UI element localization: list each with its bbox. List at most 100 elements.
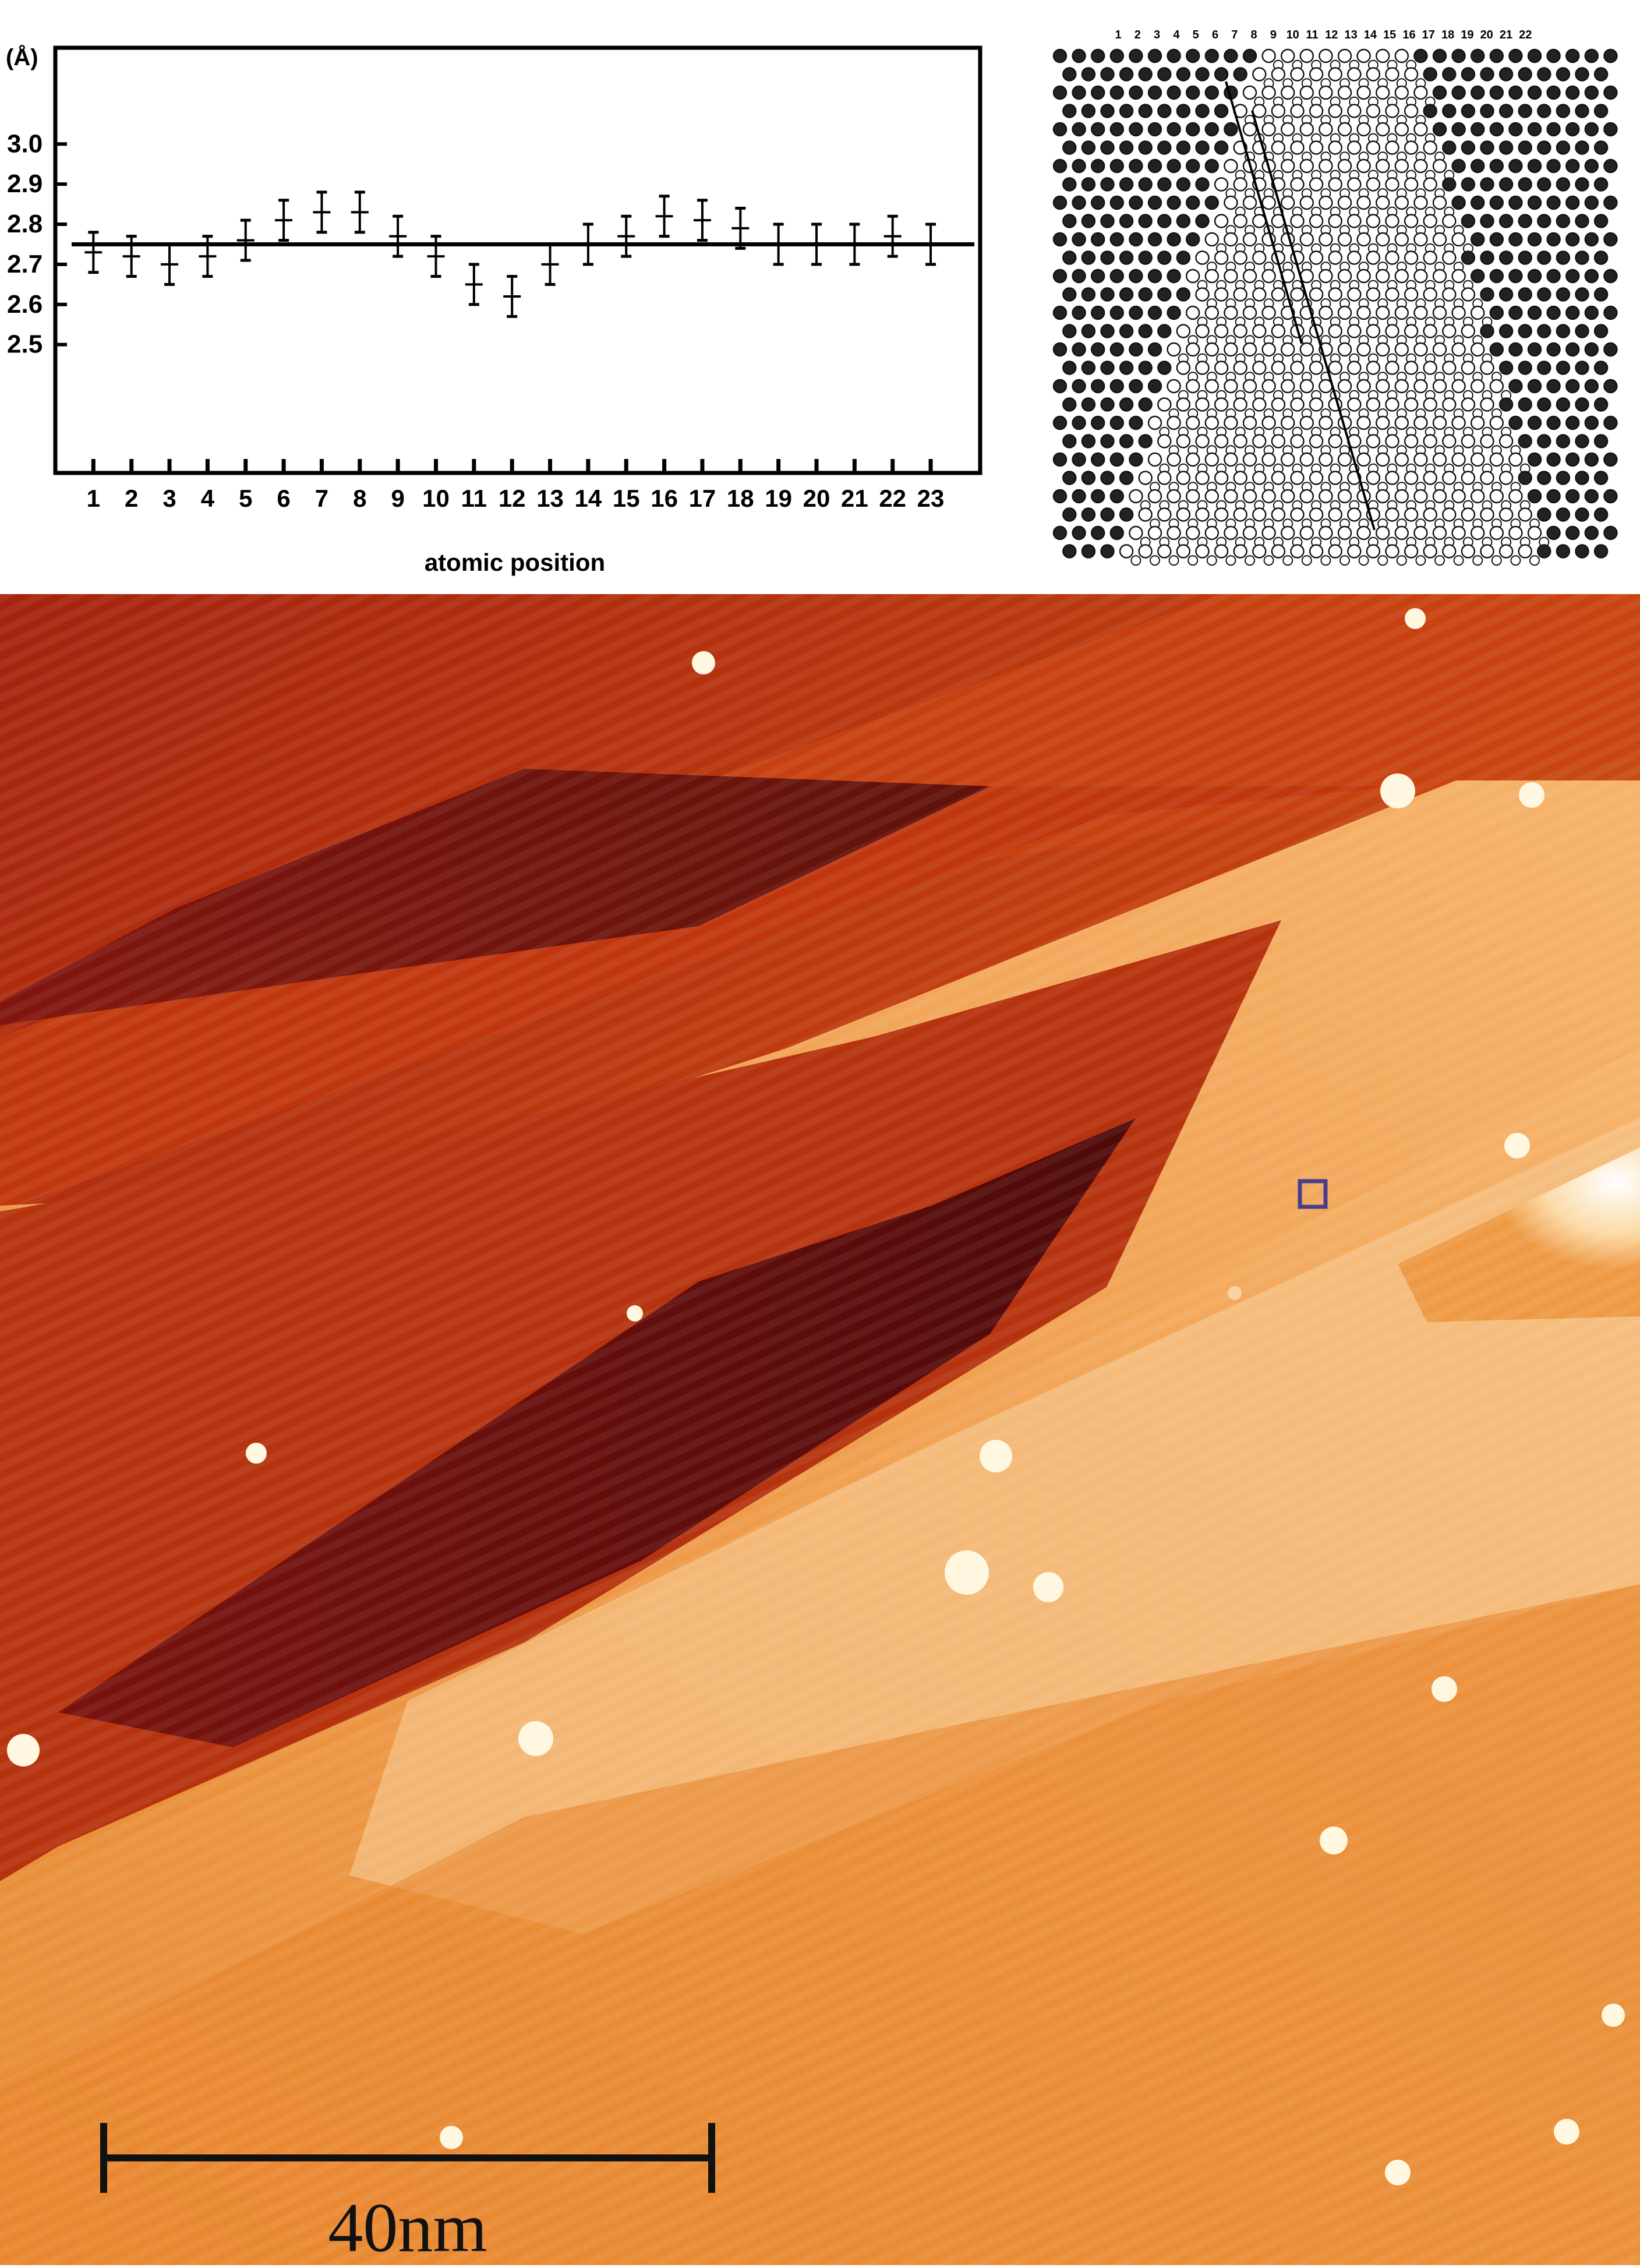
lattice-atom bbox=[1385, 140, 1399, 155]
lattice-atom bbox=[1299, 489, 1314, 504]
lattice-atom bbox=[1366, 397, 1381, 412]
lattice-atom bbox=[1129, 489, 1143, 504]
lattice-atom bbox=[1337, 489, 1352, 504]
lattice-atom bbox=[1328, 287, 1342, 302]
lattice-atom bbox=[1508, 48, 1523, 63]
lattice-atom bbox=[1100, 324, 1115, 338]
lattice-atom bbox=[1290, 544, 1305, 559]
lattice-atom bbox=[1442, 397, 1457, 412]
lattice-atom bbox=[1347, 214, 1362, 228]
lattice-atom bbox=[1376, 232, 1390, 247]
lattice-atom bbox=[1176, 104, 1191, 118]
lattice-atom bbox=[1319, 195, 1333, 210]
lattice-atom bbox=[1423, 67, 1437, 82]
lattice-atom bbox=[1376, 415, 1390, 430]
lattice-atom bbox=[1603, 489, 1618, 504]
lattice-atom bbox=[1461, 507, 1476, 522]
x-tick-label: 7 bbox=[315, 485, 328, 512]
lattice-atom bbox=[1432, 85, 1447, 100]
lattice-atom bbox=[1299, 415, 1314, 430]
lattice-atom bbox=[1593, 434, 1609, 448]
lattice-atom bbox=[1575, 140, 1589, 155]
lattice-atom bbox=[1328, 507, 1342, 522]
lattice-atom bbox=[1271, 471, 1286, 485]
lattice-atom bbox=[1147, 48, 1162, 63]
lattice-atom bbox=[1489, 525, 1504, 540]
lattice-atom bbox=[1347, 104, 1362, 118]
lattice-atom bbox=[1319, 489, 1333, 504]
lattice-column-label: 22 bbox=[1519, 29, 1532, 41]
lattice-atom bbox=[1489, 232, 1504, 247]
x-tick-label: 14 bbox=[575, 485, 602, 512]
lattice-atom bbox=[1423, 544, 1437, 559]
lattice-atom bbox=[1603, 232, 1618, 247]
lattice-atom bbox=[1204, 489, 1219, 504]
lattice-atom bbox=[1413, 269, 1428, 284]
data-point bbox=[236, 218, 255, 262]
lattice-atom bbox=[1404, 177, 1419, 192]
lattice-atom bbox=[1385, 250, 1399, 265]
lattice-atom bbox=[1119, 434, 1134, 448]
lattice-atom bbox=[1309, 397, 1324, 412]
lattice-atom bbox=[1556, 104, 1571, 118]
lattice-atom bbox=[1167, 232, 1181, 247]
lattice-atom bbox=[1461, 140, 1476, 155]
lattice-atom bbox=[1072, 85, 1086, 100]
lattice-atom bbox=[1233, 214, 1247, 228]
lattice-atom bbox=[1527, 122, 1542, 137]
lattice-atom bbox=[1584, 379, 1599, 394]
lattice-atom bbox=[1385, 104, 1399, 118]
lattice-atom bbox=[1204, 158, 1219, 174]
lattice-atom bbox=[1358, 555, 1369, 566]
lattice-atom bbox=[1109, 452, 1125, 467]
lattice-atom bbox=[1527, 415, 1542, 430]
lattice-atom bbox=[1147, 452, 1162, 467]
lattice-atom bbox=[1176, 397, 1191, 412]
x-tick-label: 16 bbox=[651, 485, 678, 512]
lattice-atom bbox=[1081, 361, 1096, 375]
lattice-atom bbox=[1471, 195, 1485, 210]
lattice-column-label: 5 bbox=[1193, 29, 1199, 41]
lattice-atom bbox=[1337, 452, 1352, 467]
lattice-atom bbox=[1556, 250, 1571, 265]
lattice-atom bbox=[1167, 525, 1181, 540]
lattice-atom bbox=[1442, 140, 1457, 155]
lattice-atom bbox=[1546, 269, 1561, 284]
lattice-atom bbox=[1508, 122, 1523, 137]
x-tick-label: 9 bbox=[391, 485, 404, 512]
lattice-atom bbox=[1090, 195, 1105, 210]
x-axis-label: atomic position bbox=[425, 549, 605, 576]
lattice-atom bbox=[1593, 140, 1609, 155]
lattice-atom bbox=[1385, 177, 1399, 192]
lattice-column-label: 16 bbox=[1402, 29, 1415, 41]
lattice-atom bbox=[1176, 361, 1191, 375]
lattice-atom bbox=[1186, 158, 1200, 174]
lattice-atom bbox=[1167, 305, 1181, 320]
lattice-atom bbox=[1471, 158, 1485, 174]
lattice-atom bbox=[1100, 287, 1115, 302]
lattice-atom bbox=[1471, 269, 1485, 284]
lattice-atom bbox=[1575, 397, 1589, 412]
lattice-atom bbox=[1508, 525, 1523, 540]
lattice-atom bbox=[1261, 525, 1276, 540]
lattice-atom bbox=[1347, 361, 1362, 375]
lattice-atom bbox=[1072, 525, 1086, 540]
lattice-atom bbox=[1072, 48, 1086, 63]
lattice-atom bbox=[1546, 489, 1561, 504]
lattice-atom bbox=[1252, 324, 1267, 338]
data-point bbox=[313, 190, 331, 234]
lattice-atom bbox=[1062, 361, 1077, 375]
lattice-column-labels: 1 2 3 4 5 6 7 8 9 10 11 12 13 14 15 16 17 18 19 20 21 22 bbox=[1115, 29, 1532, 41]
lattice-atom bbox=[1489, 379, 1504, 394]
lattice-atom bbox=[1556, 544, 1571, 559]
lattice-atom bbox=[1109, 85, 1125, 100]
lattice-atom bbox=[1090, 269, 1105, 284]
lattice-atom bbox=[1062, 507, 1077, 522]
lattice-atom bbox=[1195, 287, 1210, 302]
lattice-atom bbox=[1489, 48, 1504, 63]
lattice-atom bbox=[1556, 287, 1571, 302]
lattice-atom bbox=[1537, 214, 1551, 228]
lattice-atom bbox=[1214, 544, 1229, 559]
lattice-atom bbox=[1214, 250, 1229, 265]
lattice-atom bbox=[1299, 85, 1314, 100]
